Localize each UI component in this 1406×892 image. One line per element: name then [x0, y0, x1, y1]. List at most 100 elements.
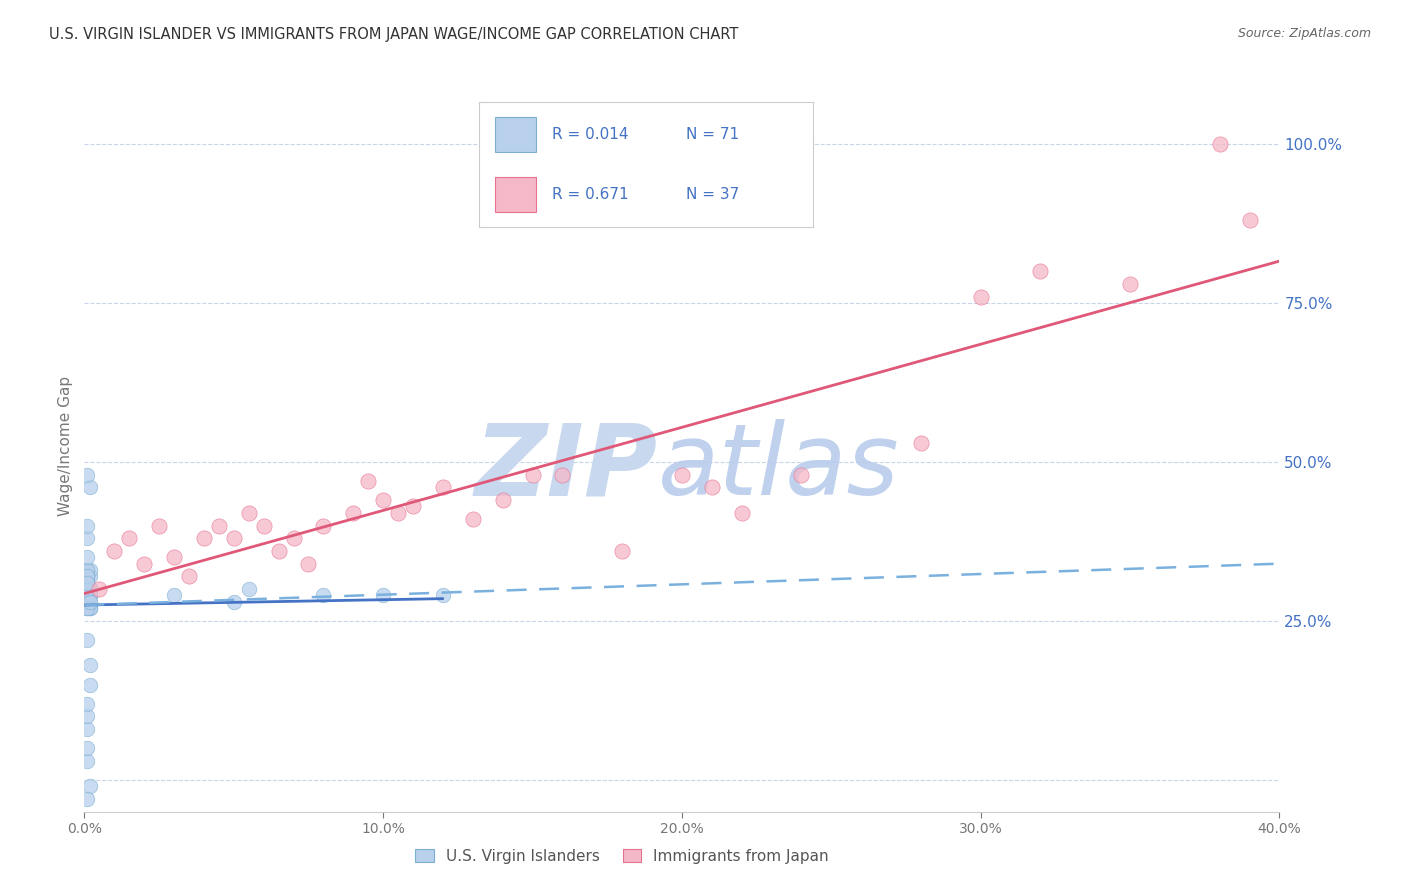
Point — [76, 589, 98, 603]
Point — [253, 518, 276, 533]
Point — [371, 589, 394, 603]
Point — [610, 544, 633, 558]
Y-axis label: Wage/Income Gap: Wage/Income Gap — [58, 376, 73, 516]
Point — [238, 506, 260, 520]
Point — [76, 595, 98, 609]
Point — [312, 518, 335, 533]
Point — [79, 569, 101, 583]
Point — [76, 582, 98, 596]
Point — [163, 550, 186, 565]
Point — [1208, 136, 1232, 151]
Point — [148, 518, 170, 533]
Point — [76, 709, 98, 723]
Point — [76, 582, 98, 596]
Point — [79, 601, 101, 615]
Point — [79, 582, 101, 596]
Point — [76, 550, 98, 565]
Point — [76, 582, 98, 596]
Point — [76, 569, 98, 583]
Point — [79, 658, 101, 673]
Point — [402, 500, 425, 514]
Point — [76, 595, 98, 609]
Point — [76, 563, 98, 577]
Point — [79, 582, 101, 596]
Point — [79, 480, 101, 494]
Point — [76, 575, 98, 590]
Point — [76, 575, 98, 590]
Point — [177, 569, 200, 583]
Point — [76, 518, 98, 533]
Point — [76, 595, 98, 609]
Point — [76, 467, 98, 482]
Point — [76, 569, 98, 583]
Point — [76, 595, 98, 609]
Point — [76, 575, 98, 590]
Point — [79, 582, 101, 596]
Point — [79, 601, 101, 615]
Point — [76, 575, 98, 590]
Point — [76, 697, 98, 711]
Legend: U.S. Virgin Islanders, Immigrants from Japan: U.S. Virgin Islanders, Immigrants from J… — [409, 843, 835, 870]
Point — [193, 531, 215, 545]
Point — [76, 589, 98, 603]
Point — [432, 589, 454, 603]
Point — [76, 582, 98, 596]
Point — [297, 557, 319, 571]
Point — [79, 779, 101, 793]
Point — [79, 589, 101, 603]
Point — [79, 582, 101, 596]
Point — [76, 563, 98, 577]
Point — [76, 741, 98, 756]
Point — [357, 474, 380, 488]
Point — [76, 569, 98, 583]
Point — [79, 582, 101, 596]
Point — [76, 589, 98, 603]
Point — [76, 569, 98, 583]
Point — [76, 575, 98, 590]
Point — [79, 601, 101, 615]
Point — [79, 589, 101, 603]
Point — [76, 595, 98, 609]
Point — [76, 575, 98, 590]
Point — [208, 518, 231, 533]
Point — [79, 595, 101, 609]
Point — [89, 582, 111, 596]
Point — [76, 601, 98, 615]
Point — [76, 595, 98, 609]
Point — [910, 435, 932, 450]
Point — [118, 531, 141, 545]
Point — [76, 601, 98, 615]
Point — [432, 480, 454, 494]
Point — [163, 589, 186, 603]
Point — [700, 480, 723, 494]
Point — [342, 506, 364, 520]
Point — [79, 677, 101, 691]
Point — [492, 493, 515, 508]
Point — [76, 754, 98, 768]
Point — [267, 544, 290, 558]
Text: U.S. VIRGIN ISLANDER VS IMMIGRANTS FROM JAPAN WAGE/INCOME GAP CORRELATION CHART: U.S. VIRGIN ISLANDER VS IMMIGRANTS FROM … — [49, 27, 738, 42]
Point — [79, 595, 101, 609]
Point — [76, 595, 98, 609]
Point — [1239, 213, 1261, 227]
Point — [76, 589, 98, 603]
Point — [79, 589, 101, 603]
Point — [76, 601, 98, 615]
Point — [132, 557, 156, 571]
Text: atlas: atlas — [658, 419, 900, 516]
Point — [222, 595, 245, 609]
Point — [461, 512, 484, 526]
Point — [731, 506, 754, 520]
Point — [79, 563, 101, 577]
Point — [312, 589, 335, 603]
Point — [522, 467, 544, 482]
Point — [283, 531, 305, 545]
Point — [371, 493, 394, 508]
Point — [76, 531, 98, 545]
Text: ZIP: ZIP — [475, 419, 658, 516]
Point — [1029, 264, 1052, 278]
Point — [76, 792, 98, 806]
Point — [222, 531, 245, 545]
Point — [76, 632, 98, 647]
Point — [238, 582, 260, 596]
